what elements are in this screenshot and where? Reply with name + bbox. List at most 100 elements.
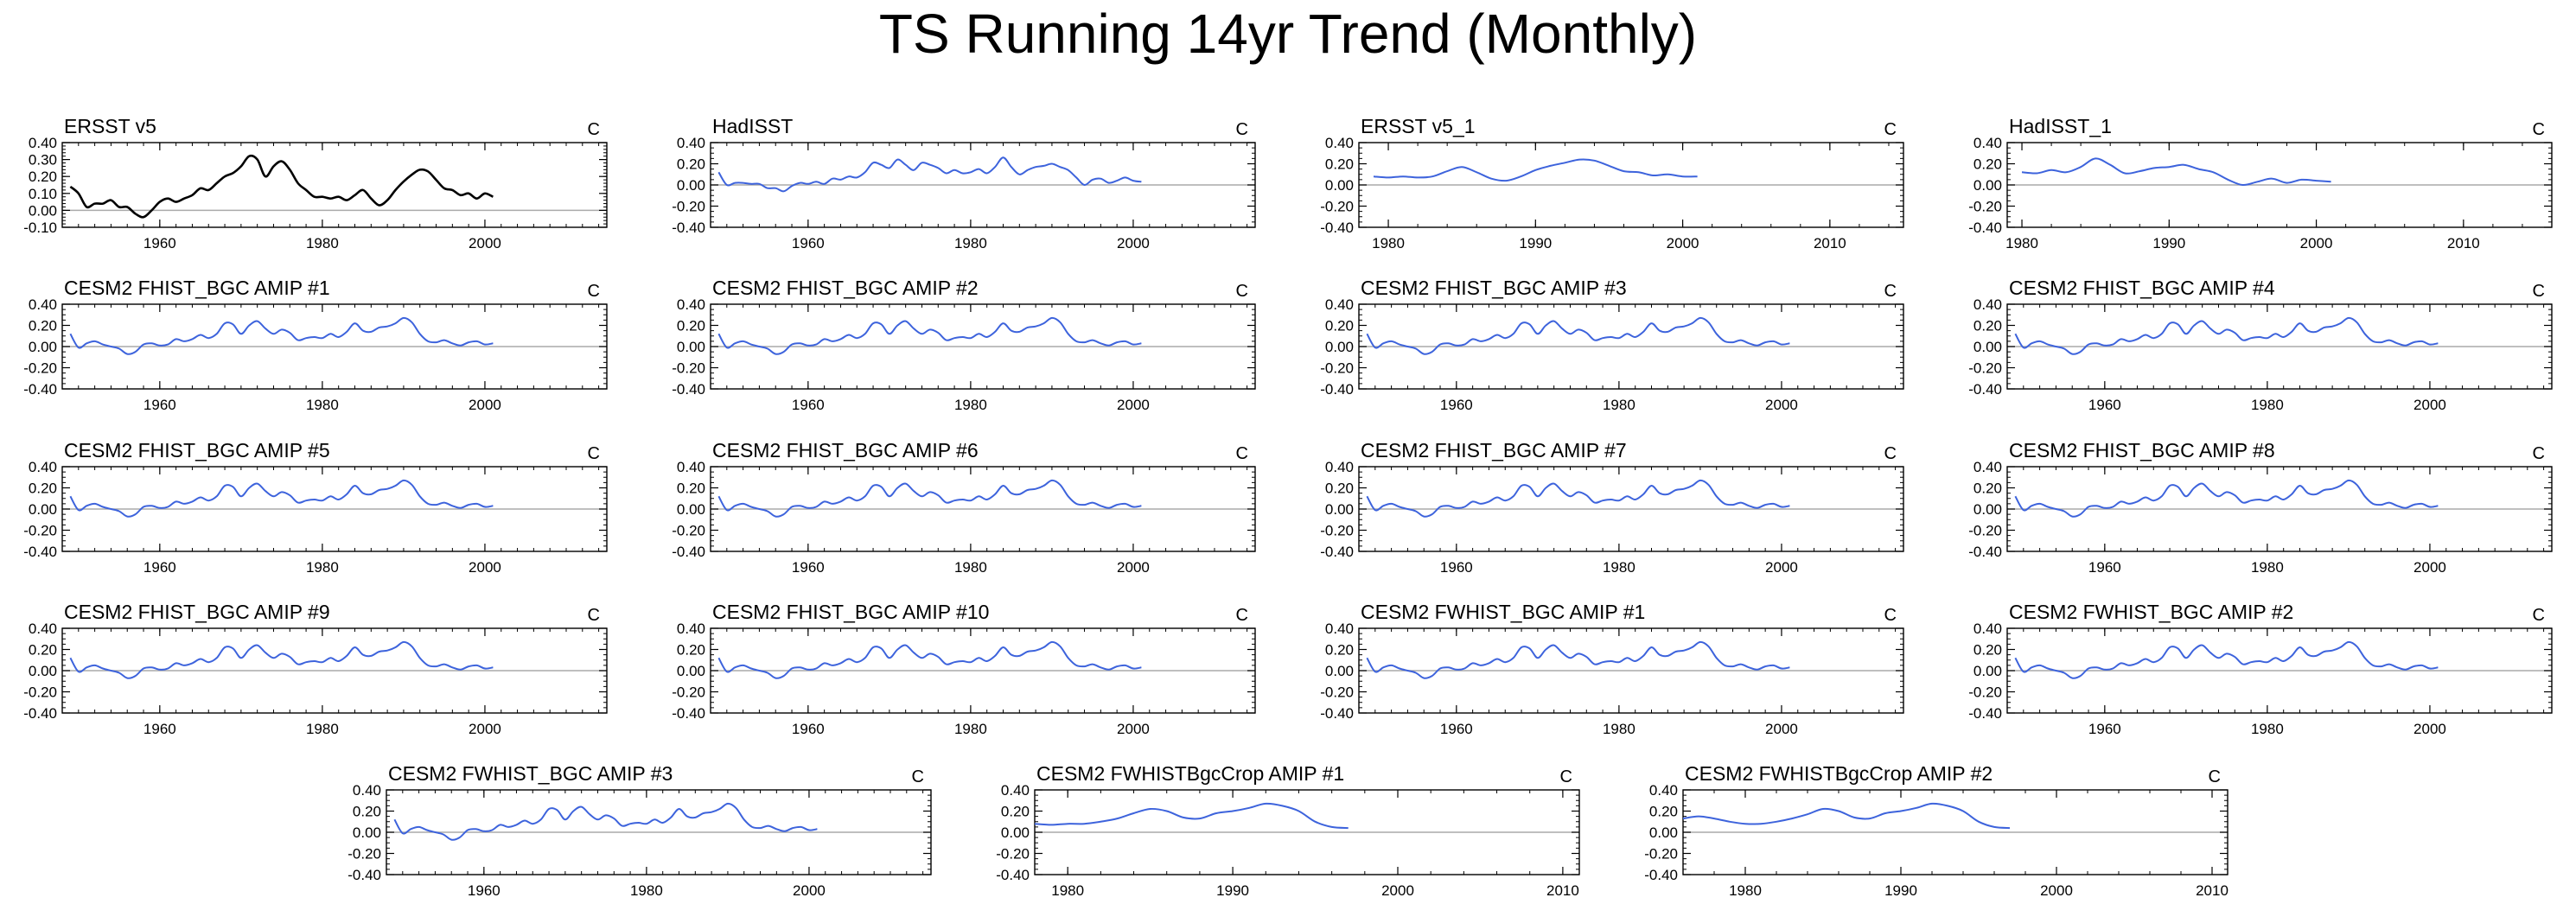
y-tick-label: 0.40 <box>1973 296 2002 313</box>
x-tick-label: 1960 <box>468 882 501 899</box>
y-tick-label: 0.00 <box>1325 501 1354 518</box>
panel-title: CESM2 FHIST_BGC AMIP #9 <box>64 601 330 623</box>
units-label: C <box>1236 444 1248 463</box>
series-line <box>1366 479 1790 518</box>
x-tick-label: 1960 <box>1440 397 1473 413</box>
x-tick-label: 2000 <box>1117 235 1150 251</box>
y-tick-label: 0.40 <box>677 621 705 637</box>
panel: 1960 1980 2000 0.40 0.20 0.00 -0.20 -0.40 CESM2 … <box>23 277 608 413</box>
y-tick-label: 0.00 <box>677 663 705 679</box>
x-tick-label: 1980 <box>954 559 987 576</box>
x-tick-label: 1980 <box>306 397 339 413</box>
x-tick-label: 1990 <box>1519 235 1552 251</box>
x-tick-label: 1980 <box>2251 559 2284 576</box>
series-line <box>2014 316 2439 355</box>
y-tick-label: 0.00 <box>29 501 57 518</box>
series-line <box>1366 316 1790 355</box>
x-tick-label: 2000 <box>1117 397 1150 413</box>
y-tick-label: 0.20 <box>677 318 705 334</box>
y-tick-label: 0.20 <box>677 642 705 659</box>
panel-title: CESM2 FHIST_BGC AMIP #7 <box>1361 439 1627 461</box>
panel: 1960 1980 2000 0.40 0.20 0.00 -0.20 -0.40 CESM2 … <box>23 601 608 737</box>
x-tick-label: 1980 <box>306 559 339 576</box>
y-tick-label: -0.40 <box>23 381 57 398</box>
y-tick-label: -0.40 <box>996 867 1030 883</box>
panel: 1960 1980 2000 0.40 0.20 0.00 -0.20 -0.40 CESM2 … <box>672 439 1256 576</box>
y-tick-label: -0.40 <box>1320 544 1354 560</box>
x-tick-label: 1960 <box>143 235 176 251</box>
x-tick-label: 1990 <box>2152 235 2185 251</box>
y-tick-label: 0.40 <box>1973 459 2002 475</box>
x-tick-label: 2000 <box>1117 721 1150 737</box>
panel-title: CESM2 FHIST_BGC AMIP #2 <box>712 277 979 299</box>
y-tick-label: -0.40 <box>23 705 57 722</box>
panel: 1960 1980 2000 0.40 0.20 0.00 -0.20 -0.40 HadISS… <box>672 115 1256 251</box>
y-tick-label: 0.00 <box>29 663 57 679</box>
panel-title: CESM2 FHIST_BGC AMIP #6 <box>712 439 979 461</box>
panel-title: HadISST_1 <box>2009 115 2112 137</box>
y-tick-label: 0.00 <box>1325 177 1354 194</box>
x-tick-label: 1960 <box>2088 721 2121 737</box>
x-tick-label: 1980 <box>1372 235 1405 251</box>
y-tick-label: -0.40 <box>1644 867 1678 883</box>
x-tick-label: 2000 <box>2300 235 2333 251</box>
x-tick-label: 2000 <box>2413 721 2446 737</box>
series-line <box>2014 640 2439 679</box>
x-tick-label: 1980 <box>954 721 987 737</box>
panel-title: CESM2 FHIST_BGC AMIP #10 <box>712 601 989 623</box>
x-tick-label: 2000 <box>469 559 501 576</box>
panel: 1960 1980 2000 0.40 0.20 0.00 -0.20 -0.40 CESM2 … <box>1320 601 1904 737</box>
y-tick-label: 0.00 <box>677 501 705 518</box>
y-tick-label: 0.20 <box>353 804 381 820</box>
x-tick-label: 2010 <box>1546 882 1579 899</box>
y-tick-label: -0.40 <box>672 381 705 398</box>
y-tick-label: 0.40 <box>1325 135 1354 151</box>
series-line <box>2021 157 2331 187</box>
x-tick-label: 2000 <box>469 397 501 413</box>
panel: 1960 1980 2000 0.40 0.20 0.00 -0.20 -0.40 CESM2 … <box>672 601 1256 737</box>
y-tick-label: -0.20 <box>348 846 381 863</box>
y-tick-label: 0.20 <box>29 642 57 659</box>
y-tick-label: -0.20 <box>1968 360 2002 377</box>
y-tick-label: 0.40 <box>1001 782 1030 799</box>
panel: 1980 1990 2000 2010 0.40 0.20 0.00 -0.20 -0.40 CE… <box>1644 762 2228 899</box>
x-tick-label: 2000 <box>1765 559 1798 576</box>
panel-title: CESM2 FHIST_BGC AMIP #5 <box>64 439 330 461</box>
x-tick-label: 2000 <box>1765 721 1798 737</box>
units-label: C <box>1884 444 1897 463</box>
y-tick-label: -0.40 <box>23 544 57 560</box>
y-tick-label: 0.40 <box>29 621 57 637</box>
units-label: C <box>588 606 600 625</box>
units-label: C <box>2533 282 2545 301</box>
panel: 1960 1980 2000 0.40 0.20 0.00 -0.20 -0.40 CESM2 … <box>672 277 1256 413</box>
y-tick-label: 0.20 <box>29 481 57 497</box>
x-tick-label: 2000 <box>2413 559 2446 576</box>
x-tick-label: 2010 <box>1814 235 1846 251</box>
panel: 1980 1990 2000 2010 0.40 0.20 0.00 -0.20 -0.40 Ha… <box>1968 115 2553 251</box>
y-tick-label: 0.00 <box>1973 177 2002 194</box>
x-tick-label: 2000 <box>793 882 826 899</box>
x-tick-label: 1980 <box>1729 882 1762 899</box>
units-label: C <box>2209 767 2221 786</box>
y-tick-label: -0.40 <box>1320 381 1354 398</box>
y-tick-label: -0.20 <box>672 199 705 215</box>
x-tick-label: 2000 <box>469 235 501 251</box>
x-tick-label: 1960 <box>143 559 176 576</box>
y-tick-label: 0.30 <box>29 152 57 169</box>
x-tick-label: 1960 <box>2088 559 2121 576</box>
x-tick-label: 2000 <box>1765 397 1798 413</box>
panel: 1960 1980 2000 0.40 0.20 0.00 -0.20 -0.40 CESM2 … <box>1320 439 1904 576</box>
series-line <box>717 640 1142 679</box>
y-tick-label: -0.40 <box>1320 220 1354 236</box>
x-tick-label: 1980 <box>1603 721 1636 737</box>
y-tick-label: -0.20 <box>1320 684 1354 701</box>
y-tick-label: 0.00 <box>29 339 57 355</box>
y-tick-label: -0.20 <box>1320 523 1354 539</box>
series-line <box>69 316 494 355</box>
y-tick-label: 0.20 <box>1973 481 2002 497</box>
y-tick-label: 0.40 <box>677 296 705 313</box>
y-tick-label: 0.00 <box>1973 501 2002 518</box>
x-tick-label: 1980 <box>1603 559 1636 576</box>
y-tick-label: -0.40 <box>348 867 381 883</box>
